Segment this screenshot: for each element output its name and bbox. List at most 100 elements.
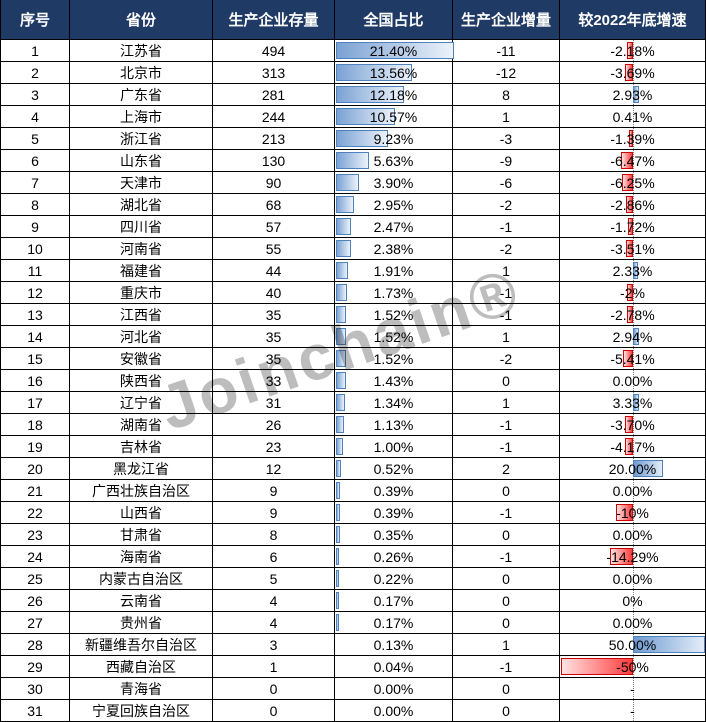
cell-province-value: 重庆市: [120, 284, 162, 301]
cell-enterprise-stock-value: 3: [269, 636, 278, 653]
cell-enterprise-increment-value: -2: [499, 240, 513, 257]
table-row: 6 山东省 130 5.63% -9 -6.47%: [0, 150, 706, 172]
cell-serial-number-value: 30: [27, 680, 43, 697]
cell-national-share: 0.39%: [335, 502, 453, 524]
cell-enterprise-stock-value: 35: [265, 328, 282, 345]
cell-enterprise-stock: 44: [213, 260, 335, 282]
cell-serial-number: 25: [0, 568, 70, 590]
cell-serial-number-value: 13: [27, 306, 43, 323]
cell-growth-vs-2022: -50%: [560, 656, 706, 678]
share-databar: [336, 592, 339, 609]
cell-enterprise-increment-value: 0: [502, 482, 510, 499]
share-databar: [336, 196, 354, 213]
cell-national-share: 1.52%: [335, 326, 453, 348]
cell-national-share-value: 1.52%: [373, 350, 414, 367]
cell-province: 辽宁省: [70, 392, 213, 414]
share-databar: [336, 108, 396, 125]
cell-enterprise-increment: 2: [453, 458, 560, 480]
cell-enterprise-increment-value: 1: [502, 328, 510, 345]
cell-enterprise-increment: -2: [453, 348, 560, 370]
cell-enterprise-stock-value: 35: [265, 306, 282, 323]
cell-enterprise-increment-value: 0: [502, 614, 510, 631]
cell-national-share-value: 0.17%: [373, 592, 414, 609]
cell-enterprise-increment-value: -1: [499, 306, 513, 323]
cell-growth-vs-2022-value: -2%: [620, 284, 645, 301]
cell-serial-number: 16: [0, 370, 70, 392]
cell-province-value: 宁夏回族自治区: [92, 702, 190, 719]
cell-serial-number-value: 16: [27, 372, 43, 389]
cell-province: 湖北省: [70, 194, 213, 216]
cell-growth-vs-2022: 2.33%: [560, 260, 706, 282]
cell-national-share: 0.22%: [335, 568, 453, 590]
cell-growth-vs-2022: -4.17%: [560, 436, 706, 458]
header-enterprise-stock: 生产企业存量: [213, 0, 335, 40]
cell-province: 云南省: [70, 590, 213, 612]
growth-databar: [628, 218, 633, 235]
cell-enterprise-stock: 0: [213, 678, 335, 700]
cell-serial-number-value: 18: [27, 416, 43, 433]
cell-national-share-value: 0.17%: [373, 614, 414, 631]
cell-serial-number-value: 4: [31, 108, 39, 125]
cell-national-share: 2.47%: [335, 216, 453, 238]
cell-province: 贵州省: [70, 612, 213, 634]
table-row: 28 新疆维吾尔自治区 3 0.13% 1 50.00%: [0, 634, 706, 656]
cell-serial-number: 24: [0, 546, 70, 568]
cell-serial-number: 23: [0, 524, 70, 546]
cell-growth-vs-2022-value: 0.00%: [612, 482, 653, 499]
table-row: 26 云南省 4 0.17% 0 0%: [0, 590, 706, 612]
growth-databar: [621, 152, 633, 169]
cell-enterprise-stock: 12: [213, 458, 335, 480]
cell-enterprise-stock-value: 23: [265, 438, 282, 455]
header-enterprise-increment: 生产企业增量: [453, 0, 560, 40]
share-databar: [336, 262, 349, 279]
growth-axis-line: [632, 524, 634, 545]
cell-enterprise-increment-value: 0: [502, 702, 510, 719]
cell-province: 江西省: [70, 304, 213, 326]
growth-databar: [627, 42, 633, 59]
cell-enterprise-increment: 0: [453, 370, 560, 392]
cell-growth-vs-2022-value: -1.39%: [610, 130, 655, 147]
cell-growth-vs-2022: 0.00%: [560, 568, 706, 590]
cell-national-share-value: 1.52%: [373, 328, 414, 345]
cell-serial-number-value: 3: [31, 86, 39, 103]
cell-enterprise-increment-value: 0: [502, 372, 510, 389]
cell-enterprise-increment: -1: [453, 436, 560, 458]
share-databar: [336, 460, 341, 477]
cell-serial-number: 27: [0, 612, 70, 634]
cell-enterprise-stock-value: 4: [269, 614, 278, 631]
growth-axis-line: [632, 436, 634, 457]
cell-enterprise-increment-value: 0: [502, 526, 510, 543]
cell-enterprise-increment: 0: [453, 678, 560, 700]
cell-province-value: 湖北省: [120, 196, 162, 213]
cell-growth-vs-2022-value: 2.94%: [612, 328, 653, 345]
growth-databar: [632, 636, 705, 653]
growth-axis-line: [632, 568, 634, 589]
growth-axis-line: [632, 480, 634, 501]
header-growth-vs-2022: 较2022年底增速: [560, 0, 706, 40]
share-databar: [336, 504, 341, 521]
cell-serial-number-value: 25: [27, 570, 43, 587]
cell-national-share-value: 21.40%: [369, 42, 418, 59]
cell-province-value: 江西省: [120, 306, 162, 323]
cell-serial-number: 12: [0, 282, 70, 304]
growth-axis-line: [632, 370, 634, 391]
cell-serial-number-value: 1: [31, 42, 39, 59]
cell-enterprise-increment: -1: [453, 656, 560, 678]
cell-enterprise-increment: 0: [453, 590, 560, 612]
cell-enterprise-increment-value: 1: [502, 262, 510, 279]
cell-growth-vs-2022: -14.29%: [560, 546, 706, 568]
table-row: 5 浙江省 213 9.23% -3 -1.39%: [0, 128, 706, 150]
cell-national-share-value: 1.43%: [373, 372, 414, 389]
cell-enterprise-stock-value: 494: [261, 42, 286, 59]
cell-enterprise-stock: 313: [213, 62, 335, 84]
table-row: 30 青海省 0 0.00% 0 -: [0, 678, 706, 700]
cell-enterprise-increment-value: 0: [502, 570, 510, 587]
cell-province-value: 湖南省: [120, 416, 162, 433]
cell-enterprise-stock-value: 281: [261, 86, 286, 103]
share-databar: [336, 240, 351, 257]
cell-enterprise-stock-value: 9: [269, 504, 278, 521]
cell-growth-vs-2022-value: -5.41%: [610, 350, 655, 367]
cell-enterprise-stock: 40: [213, 282, 335, 304]
cell-enterprise-increment-value: -12: [495, 64, 517, 81]
